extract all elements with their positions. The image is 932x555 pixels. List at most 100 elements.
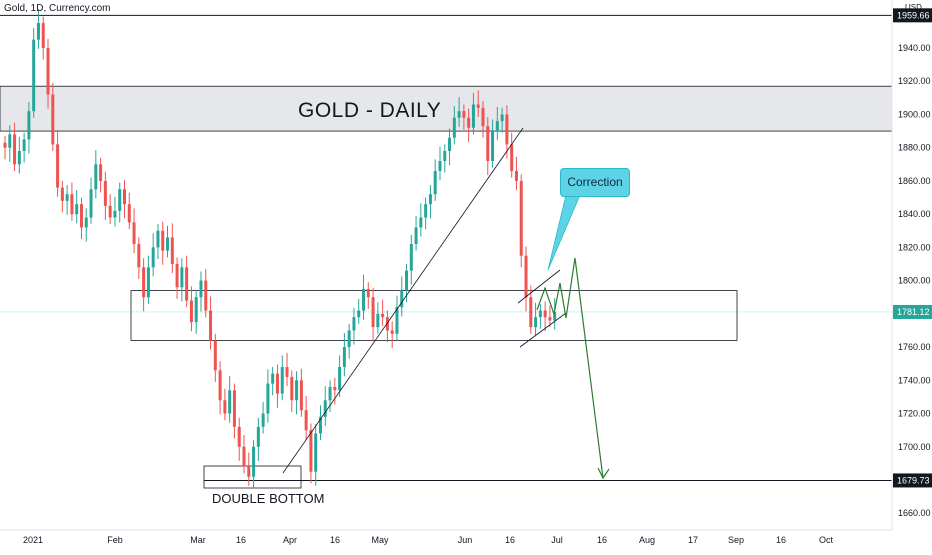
candle-body [56, 144, 60, 188]
price-tick-label: 1920.00 [898, 76, 931, 86]
price-tick-label: 1700.00 [898, 442, 931, 452]
candle-body [127, 204, 131, 223]
candle-body [13, 134, 17, 165]
candle-body [156, 230, 160, 248]
price-tick-label: 1880.00 [898, 143, 931, 153]
candle-body [443, 151, 447, 161]
candle-body [548, 317, 552, 321]
candle-body [65, 194, 69, 201]
candle-body [232, 390, 236, 427]
time-tick-label: May [371, 535, 389, 545]
candle-body [381, 313, 385, 318]
candle-body [170, 237, 174, 264]
price-tag-current-bg [893, 304, 932, 319]
candle-body [328, 386, 332, 401]
candle-body [467, 117, 471, 128]
candle-body [22, 139, 26, 152]
candle-body [89, 189, 93, 218]
candle-body [175, 264, 179, 288]
candle-body [529, 297, 533, 328]
candle-body [347, 330, 351, 348]
candle-body [409, 244, 413, 271]
resistance-zone [0, 85, 893, 132]
candle-body [400, 290, 404, 308]
candle-body [385, 317, 389, 331]
candle-body [185, 267, 189, 301]
candle-body [256, 426, 260, 447]
candle-body [142, 267, 146, 298]
price-tick-label: 1820.00 [898, 242, 931, 252]
candle-body [60, 187, 64, 201]
candle-body [419, 217, 423, 228]
candle-body [84, 217, 88, 228]
candle-body [438, 160, 442, 171]
symbol-header: Gold, 1D, Currency.com [4, 3, 111, 14]
price-tag-high: 1959.66 [897, 10, 930, 20]
candle-body [371, 297, 375, 328]
candle-body [491, 131, 495, 161]
candle-body [118, 189, 122, 211]
candle-body [228, 390, 232, 414]
candle-body [103, 180, 107, 206]
candle-body [151, 247, 155, 268]
candle-body [194, 297, 198, 323]
candle-body [41, 23, 45, 48]
forecast-arrowhead [597, 467, 610, 480]
candle-body [75, 204, 79, 215]
candle-body [113, 210, 117, 218]
price-tick-label: 1940.00 [898, 43, 931, 53]
candle-body [237, 426, 241, 447]
time-tick-label: Feb [107, 535, 123, 545]
candle-body [352, 317, 356, 331]
candle-body [519, 180, 523, 256]
time-tick-label: 16 [597, 535, 607, 545]
correction-callout: Correction [560, 168, 630, 197]
candle-body [32, 39, 36, 112]
candle-body [333, 386, 337, 391]
candle-body [481, 107, 485, 127]
candle-body [505, 114, 509, 145]
time-tick-label: Oct [819, 535, 834, 545]
candle-body [252, 446, 256, 477]
candle-body [362, 288, 365, 311]
candle-body [299, 380, 303, 411]
candle-body [314, 433, 318, 472]
candle-body [553, 312, 557, 321]
candle-body [46, 48, 50, 95]
price-tick-label: 1840.00 [898, 209, 931, 219]
candle-body [271, 373, 275, 384]
candle-body [36, 23, 40, 40]
candle-body [266, 383, 270, 414]
candle-body [180, 267, 184, 288]
candle-body [342, 347, 346, 368]
candle-body [204, 280, 208, 311]
time-tick-label: 16 [236, 535, 246, 545]
candle-body [51, 94, 55, 145]
candle-body [366, 288, 370, 298]
candle-body [242, 446, 246, 467]
chart-title: GOLD - DAILY [298, 99, 442, 122]
candle-body [424, 204, 428, 218]
candle-body [462, 111, 466, 118]
candle-body [189, 300, 193, 323]
price-tick-label: 1860.00 [898, 176, 931, 186]
candle-body [476, 104, 480, 108]
candle-body [94, 164, 98, 190]
candle-body [166, 237, 170, 251]
time-tick-label: Mar [190, 535, 206, 545]
candle-body [486, 126, 490, 161]
candle-body [357, 310, 361, 318]
candle-body [161, 230, 165, 251]
candle-body [405, 270, 409, 291]
candle-body [213, 340, 217, 371]
time-tick-label: Jun [458, 535, 473, 545]
candle-body [534, 317, 538, 328]
candle-body [137, 244, 141, 268]
candle-body [223, 400, 227, 414]
candle-body [132, 222, 136, 245]
price-tag-high-bg [893, 8, 932, 23]
candle-body [108, 205, 112, 218]
candle-body [323, 400, 327, 417]
candle-body [414, 227, 418, 245]
time-tick-label: Apr [283, 535, 297, 545]
